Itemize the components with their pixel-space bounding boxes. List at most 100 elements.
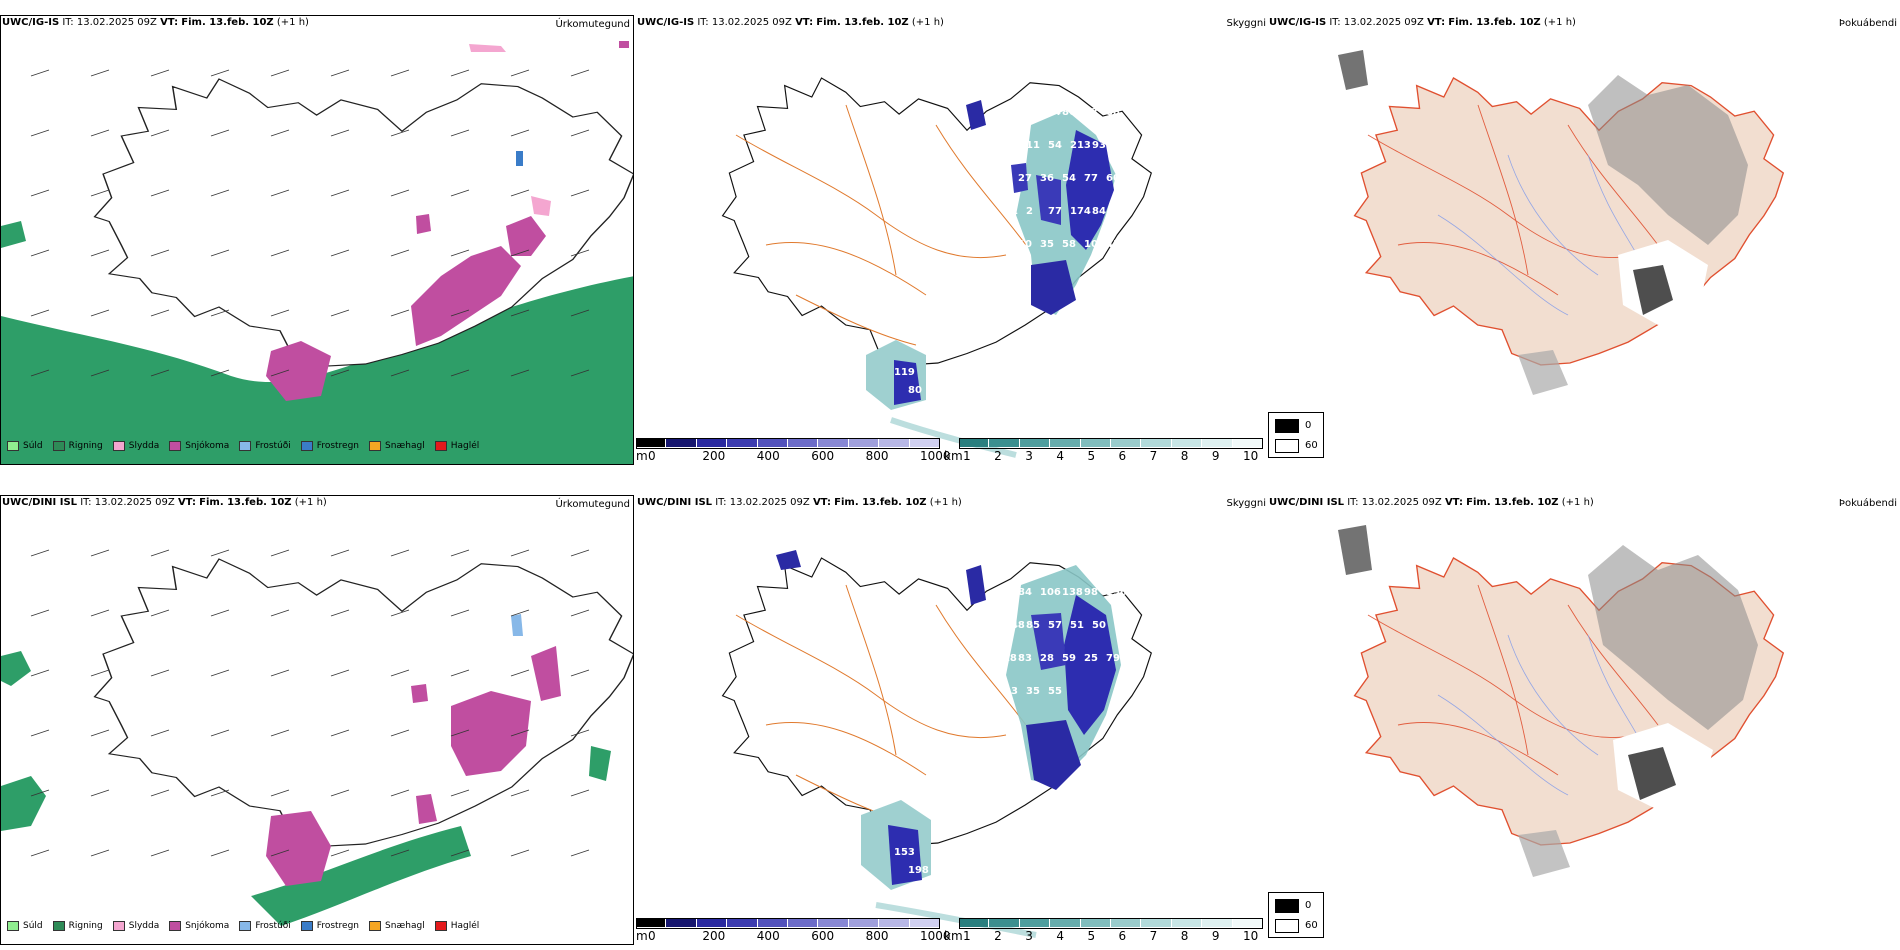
fog-legend-label: 60	[1305, 920, 1318, 931]
fog-legend-swatch	[1275, 899, 1299, 913]
model-name: UWC/IG-IS	[637, 17, 695, 28]
visibility-value-label: 65	[1004, 272, 1018, 283]
colorbar-tick: 600	[811, 449, 835, 463]
colorbar-cell	[1171, 438, 1203, 447]
legend-label: Frostúði	[255, 921, 291, 931]
visibility-value-label: 213	[1070, 140, 1091, 151]
visibility-value-label: 83	[1018, 653, 1032, 664]
colorbar-cell	[696, 438, 728, 447]
it-label: IT:	[1329, 17, 1341, 28]
model-name: UWC/DINI ISL	[2, 497, 78, 508]
colorbar-cell	[727, 918, 758, 927]
visibility-title: Skyggni	[1226, 18, 1266, 29]
legend-label: Súld	[23, 921, 43, 931]
legend-item: Slydda	[112, 921, 159, 931]
colorbar-meters	[636, 438, 940, 447]
colorbar-cell	[959, 918, 990, 927]
fog-legend-label: 0	[1305, 900, 1312, 911]
visibility-value-label: 10	[1018, 239, 1032, 250]
colorbar-tick: 4	[1056, 449, 1064, 463]
legend-label: Snjókoma	[185, 921, 230, 931]
visibility-value-label: 77	[1048, 206, 1062, 217]
legend-swatch	[239, 441, 252, 451]
visibility-value-label: 196	[1106, 587, 1127, 598]
fog-legend: 0 60	[1268, 412, 1324, 458]
colorbar-tick: 6	[1118, 929, 1127, 943]
vt-value: Fim. 13.feb. 10Z	[1448, 17, 1541, 28]
legend-label: Rigning	[68, 441, 103, 451]
legend-item: Haglél	[434, 441, 479, 451]
legend-swatch	[7, 921, 19, 931]
colorbar-cell	[636, 438, 667, 447]
fog-legend-swatch	[1275, 919, 1299, 933]
colorbar-km	[959, 918, 1263, 927]
visibility-value-label: 83	[1084, 107, 1098, 118]
visibility-value-label: 84	[1092, 206, 1106, 217]
colorbar-tick: 200	[702, 449, 726, 463]
legend-swatch	[169, 921, 182, 931]
visibility-value-label: 148	[1004, 620, 1025, 631]
colorbar-cell	[959, 438, 990, 447]
visibility-value-label: 75	[996, 173, 1010, 184]
precip-type-panel: UWC/DINI ISL IT: 13.02.2025 09Z VT: Fim.…	[0, 495, 634, 945]
visibility-value-label: 84	[1018, 587, 1032, 598]
precip-legend: Súld Rigning Slydda Snjókoma Frostúði Frostre…	[7, 921, 479, 931]
it-label: IT:	[1347, 497, 1359, 508]
visibility-value-label: 164	[1040, 107, 1061, 118]
visibility-value-label: 11	[1026, 140, 1040, 151]
visibility-value-label: 118	[996, 653, 1017, 664]
colorbar-cell	[848, 438, 880, 447]
row1-header: UWC/IG-IS IT: 13.02.2025 09Z VT: Fim. 13…	[2, 17, 309, 28]
colorbar-tick: 1	[963, 449, 971, 463]
legend-swatch	[7, 441, 19, 451]
colorbar-cell	[989, 438, 1020, 447]
colorbar-cell	[666, 918, 697, 927]
precip-legend: Súld Rigning Slydda Snjókoma Frostúði Frostre…	[7, 441, 479, 451]
lead-offset: (+1 h)	[911, 17, 944, 28]
colorbar-tick: 800	[865, 449, 889, 463]
precip-type-title: Úrkomutegund	[555, 499, 630, 510]
visibility-value-label: 2	[1026, 206, 1033, 217]
fog-map	[1268, 15, 1900, 465]
colorbar-tick: 200	[702, 929, 726, 943]
vt-label: VT:	[795, 17, 814, 28]
legend-label: Frostregn	[316, 441, 360, 451]
legend-item: Haglél	[434, 921, 479, 931]
colorbar-tick: 4	[1056, 929, 1064, 943]
legend-swatch	[239, 921, 252, 931]
legend-item: Snæhagl	[369, 441, 425, 451]
visibility-value-label: 57	[1048, 620, 1062, 631]
legend-item: Frostúði	[239, 441, 291, 451]
colorbar-cell	[1050, 918, 1081, 927]
colorbar-tick: 600	[811, 929, 835, 943]
vt-value: Fim. 13.feb. 10Z	[181, 17, 274, 28]
colorbar-cell	[879, 918, 910, 927]
visibility-value-label: 93	[1092, 140, 1106, 151]
visibility-value-label: 51	[1070, 620, 1084, 631]
visibility-value-label: 61	[1114, 620, 1128, 631]
it-value: 13.02.2025 09Z	[1361, 497, 1442, 508]
colorbar-cell	[848, 918, 880, 927]
visibility-value-label: 54	[1048, 140, 1062, 151]
colorbar-tick: 8	[1180, 929, 1189, 943]
legend-item: Súld	[7, 441, 43, 451]
legend-item: Snæhagl	[369, 921, 425, 931]
colorbar-tick: 6	[1118, 449, 1127, 463]
colorbar-tick: 1000	[920, 449, 951, 463]
colorbar-cell	[879, 438, 910, 447]
it-value: 13.02.2025 09Z	[1343, 17, 1424, 28]
visibility-header-row2: UWC/DINI ISL IT: 13.02.2025 09Z VT: Fim.…	[637, 497, 962, 508]
vt-label: VT:	[1427, 17, 1446, 28]
it-value: 13.02.2025 09Z	[94, 497, 175, 508]
visibility-value-labels: 65 84 106 138 98 196 148 85 57 51 50 61 118 83 28 59 25 7…	[894, 587, 1128, 894]
visibility-value-label: 86	[1062, 107, 1076, 118]
fog-panel: Þokuábendi 0 60	[1268, 495, 1900, 945]
colorbar-cell	[1202, 438, 1233, 447]
fog-map	[1268, 495, 1900, 945]
visibility-value-label: 119	[894, 367, 915, 378]
colorbar-tick: 3	[1025, 449, 1033, 463]
legend-item: Rigning	[52, 921, 103, 931]
colorbar-km-unit: km	[944, 449, 963, 463]
it-label: IT:	[80, 497, 92, 508]
